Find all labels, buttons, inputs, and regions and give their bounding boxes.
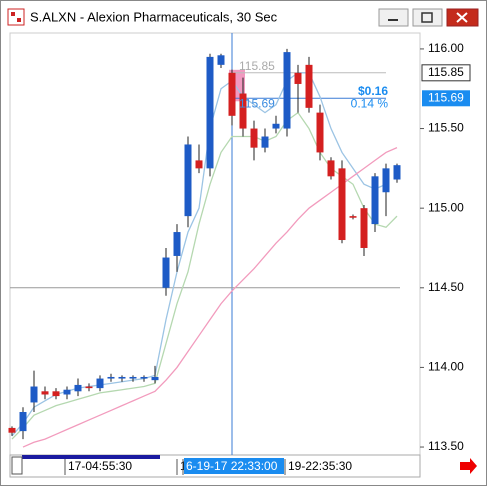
candle-body bbox=[349, 216, 357, 218]
measure-start-label: 115.85 bbox=[239, 59, 275, 73]
candle-body bbox=[162, 257, 170, 288]
measure-end-label: 115.69 bbox=[239, 96, 275, 110]
app-icon-dot bbox=[11, 12, 15, 16]
candle-body bbox=[184, 144, 192, 217]
candle-body bbox=[338, 168, 346, 241]
candle-body bbox=[129, 376, 137, 379]
close-icon bbox=[456, 12, 468, 23]
candle-body bbox=[74, 384, 82, 392]
candle-body bbox=[327, 160, 335, 177]
maximize-button[interactable] bbox=[412, 8, 443, 27]
candle-body bbox=[85, 386, 93, 389]
candle-body bbox=[217, 55, 225, 65]
candle-body bbox=[393, 165, 401, 180]
candle-body bbox=[52, 391, 60, 397]
candle-body bbox=[107, 376, 115, 379]
moving-average bbox=[22, 147, 398, 448]
x-label-highlight bbox=[184, 458, 284, 474]
candle-body bbox=[30, 386, 38, 403]
measure-end-axis-label: 115.69 bbox=[428, 90, 464, 104]
app-icon bbox=[7, 8, 25, 26]
change-pct-label: 0.14 % bbox=[351, 96, 389, 110]
candle-body bbox=[41, 391, 49, 395]
measure-start-box bbox=[421, 64, 471, 82]
scroll-handle[interactable] bbox=[11, 456, 23, 475]
y-tick-label: 116.00 bbox=[428, 41, 464, 55]
candle-body bbox=[261, 136, 269, 148]
candle-body bbox=[371, 176, 379, 225]
window-title: S.ALXN - Alexion Pharmaceuticals, 30 Sec bbox=[30, 9, 278, 24]
candle-body bbox=[360, 208, 368, 248]
y-tick-label: 115.50 bbox=[428, 121, 464, 135]
measure-start-axis-label: 115.85 bbox=[428, 65, 464, 79]
y-tick-label: 113.50 bbox=[428, 439, 464, 453]
app-icon-dot bbox=[17, 18, 21, 22]
candle-body bbox=[140, 376, 148, 379]
candle-body bbox=[19, 412, 27, 432]
change-label: $0.16 bbox=[358, 84, 388, 98]
measure-end-box bbox=[422, 90, 470, 107]
moving-average bbox=[11, 72, 387, 437]
scroll-bar[interactable] bbox=[22, 455, 160, 459]
candle-body bbox=[283, 52, 291, 129]
candle-body bbox=[63, 389, 71, 395]
candle-body bbox=[250, 128, 258, 148]
x-tick-label: 17-04:55:30 bbox=[68, 459, 132, 473]
minimize-button[interactable] bbox=[378, 8, 409, 27]
maximize-icon bbox=[421, 12, 433, 23]
candle-body bbox=[272, 123, 280, 129]
candle-body bbox=[96, 378, 104, 389]
y-tick-label: 114.00 bbox=[428, 360, 464, 374]
y-tick-label: 115.00 bbox=[428, 200, 464, 214]
candle-body bbox=[228, 72, 236, 116]
candle-body bbox=[305, 64, 313, 108]
candle-body bbox=[151, 376, 159, 381]
candle-body bbox=[239, 93, 247, 129]
candle-body bbox=[294, 72, 302, 84]
candle-body bbox=[173, 232, 181, 256]
scroll-right-arrow[interactable] bbox=[460, 458, 477, 474]
candle-body bbox=[382, 168, 390, 193]
candle-body bbox=[8, 427, 16, 433]
candle-body bbox=[206, 56, 214, 169]
candle-body bbox=[195, 160, 203, 169]
x-tick-label: 19-22:35:30 bbox=[288, 459, 352, 473]
candle-body bbox=[316, 112, 324, 153]
y-tick-label: 114.50 bbox=[428, 280, 464, 294]
x-tick-label: 6-19-17 22:33:00 bbox=[186, 459, 278, 473]
candle-body bbox=[118, 376, 126, 379]
